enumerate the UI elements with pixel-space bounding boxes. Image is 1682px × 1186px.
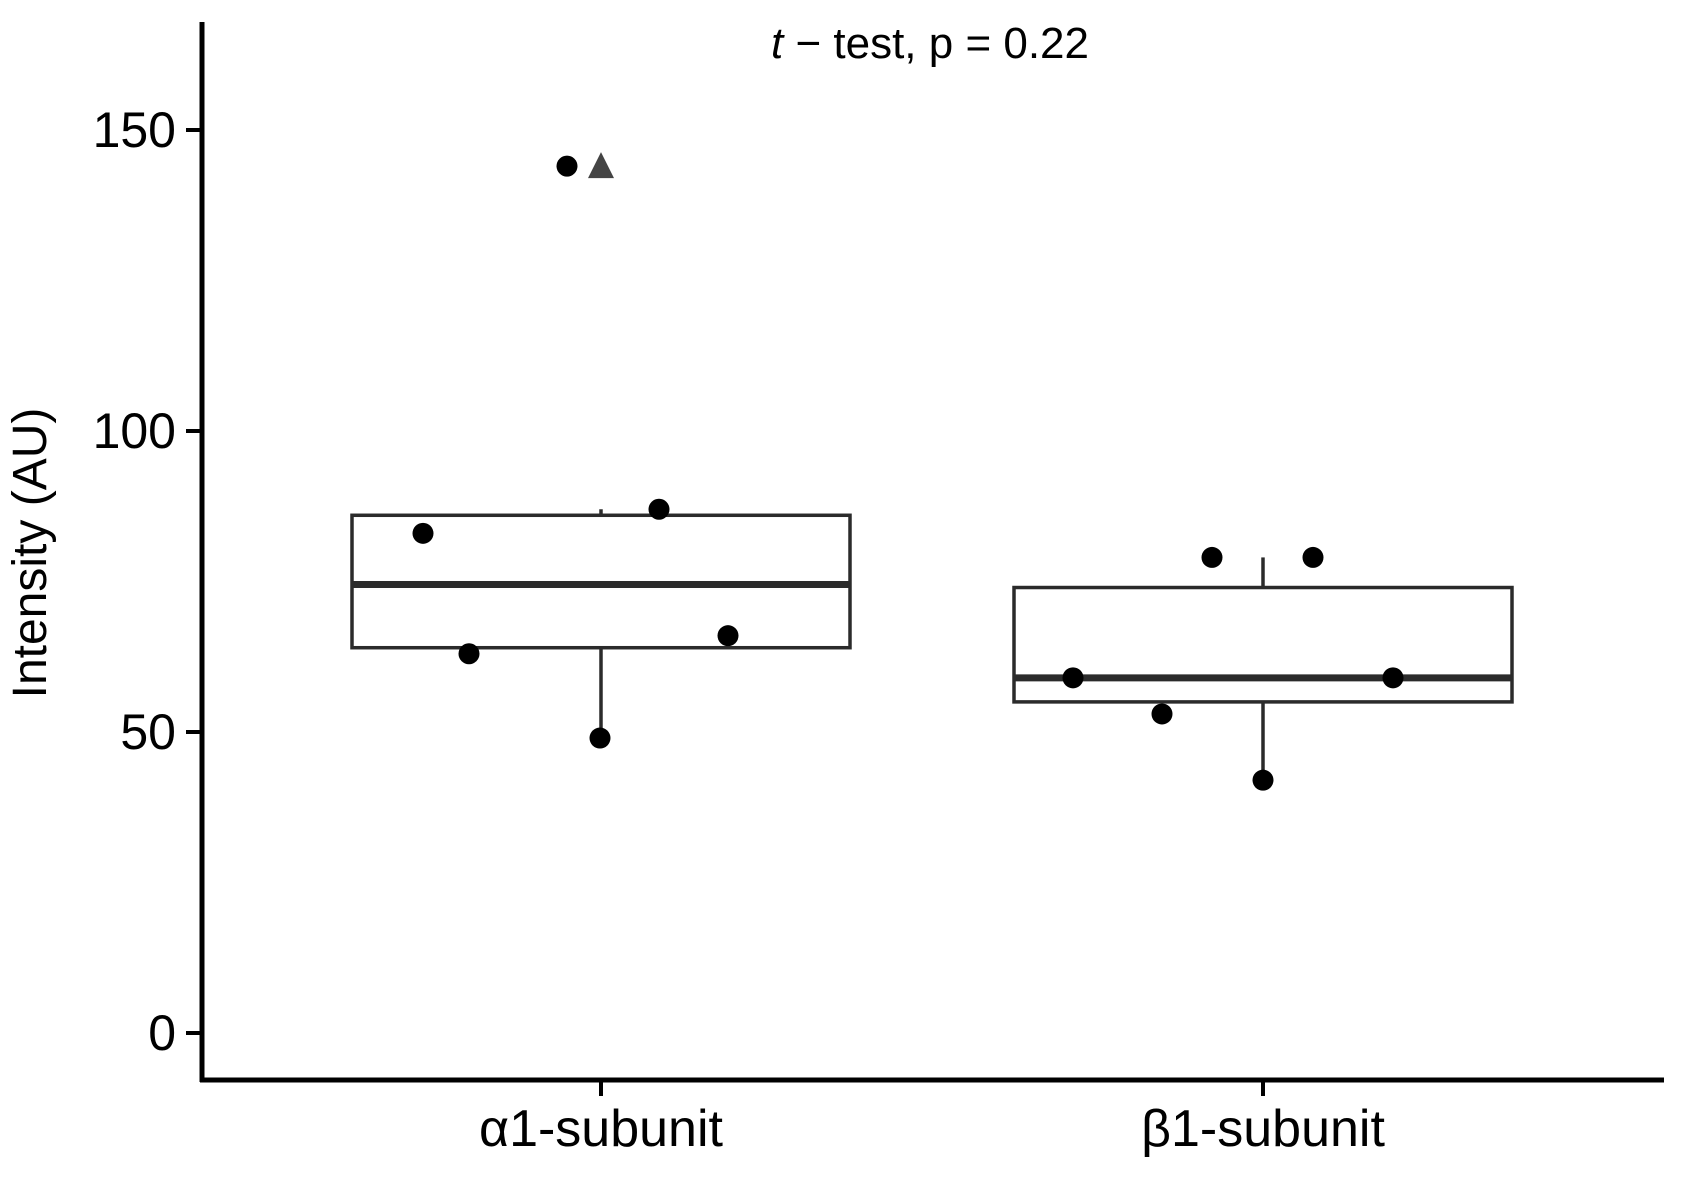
data-point xyxy=(1382,667,1404,689)
y-tick-label: 50 xyxy=(120,704,176,760)
data-point xyxy=(589,727,611,749)
data-point xyxy=(648,498,670,520)
y-axis-title: Intensity (AU) xyxy=(4,408,57,699)
title-text: − test, p = 0.22 xyxy=(783,19,1089,68)
title-stat-symbol: t xyxy=(771,19,785,68)
data-point xyxy=(1151,703,1173,725)
y-tick-label: 100 xyxy=(93,403,176,459)
data-point xyxy=(412,522,434,544)
data-point xyxy=(458,643,480,665)
data-point xyxy=(1302,546,1324,568)
data-point xyxy=(717,625,739,647)
plot-area: 0 50 100 150 α1-subunit β1-subunit xyxy=(93,22,1664,1158)
plot-title: t − test, p = 0.22 xyxy=(771,19,1089,68)
data-point xyxy=(1062,667,1084,689)
y-tick-label: 150 xyxy=(93,102,176,158)
x-category-label: α1-subunit xyxy=(479,1100,724,1158)
x-category-label: β1-subunit xyxy=(1141,1100,1385,1158)
data-point xyxy=(1252,769,1274,791)
data-point xyxy=(1201,546,1223,568)
y-tick-label: 0 xyxy=(148,1005,176,1061)
data-point xyxy=(556,155,578,177)
iqr-box xyxy=(1012,585,1514,704)
box-group-alpha1: α1-subunit xyxy=(350,152,852,1158)
outlier-triangle-marker xyxy=(588,152,614,179)
box-group-beta1: β1-subunit xyxy=(1012,546,1514,1158)
